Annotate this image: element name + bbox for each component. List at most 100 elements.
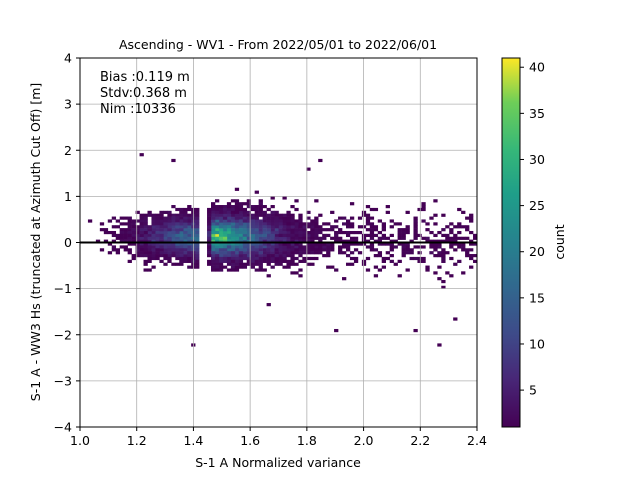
heatmap-cell: [294, 222, 299, 226]
x-axis-label: S-1 A Normalized variance: [195, 455, 361, 470]
heatmap-cell: [234, 239, 240, 243]
heatmap-cell: [246, 210, 252, 214]
heatmap-cell: [322, 248, 327, 252]
heatmap-cell: [230, 219, 236, 223]
heatmap-cell: [242, 256, 248, 261]
colorbar-ticks: 40 35 30 25 20 15 10 5: [520, 60, 545, 398]
heatmap-cell: [413, 216, 418, 220]
heatmap-cell: [254, 205, 259, 209]
heatmap-cell: [282, 245, 287, 249]
heatmap-cell: [159, 254, 164, 258]
heatmap-cell: [401, 228, 406, 232]
heatmap-cell: [441, 285, 446, 289]
heatmap-cell: [218, 245, 224, 249]
heatmap-cell: [449, 245, 454, 249]
heatmap-cell: [445, 239, 450, 243]
heatmap-cell: [159, 242, 164, 246]
heatmap-cell: [222, 225, 228, 229]
heatmap-cell: [171, 213, 176, 217]
heatmap-cell: [349, 225, 355, 229]
heatmap-cell: [107, 251, 113, 255]
heatmap-cell: [258, 236, 263, 240]
heatmap-cell: [187, 245, 192, 249]
heatmap-cell: [167, 251, 172, 255]
heatmap-cell: [207, 207, 212, 212]
heatmap-cell: [302, 222, 307, 226]
heatmap-cell: [254, 242, 259, 246]
heatmap-cell: [250, 265, 255, 269]
heatmap-cell: [207, 251, 212, 255]
heatmap-cell: [338, 248, 343, 252]
heatmap-cell: [143, 222, 148, 226]
y-tick-label: 3: [64, 97, 72, 112]
heatmap-cell: [389, 239, 394, 243]
heatmap-cell: [127, 230, 132, 235]
heatmap-cell: [413, 228, 418, 232]
heatmap-cell: [353, 230, 359, 235]
heatmap-cell: [357, 230, 363, 235]
heatmap-cell: [238, 228, 244, 232]
y-tick-label: −1: [54, 281, 72, 296]
heatmap-cell: [226, 210, 232, 214]
heatmap-cell: [298, 259, 303, 263]
heatmap-cell: [349, 262, 355, 266]
heatmap-cell: [381, 259, 386, 263]
heatmap-cell: [211, 225, 216, 229]
heatmap-cell: [290, 225, 295, 229]
heatmap-cell: [278, 239, 283, 243]
heatmap-cell: [437, 277, 442, 281]
heatmap-cell: [373, 207, 379, 212]
heatmap-cell: [127, 216, 132, 220]
heatmap-cell: [242, 210, 248, 214]
heatmap-cell: [326, 245, 331, 249]
heatmap-cell: [159, 236, 164, 240]
heatmap-cell: [417, 245, 422, 249]
heatmap-cell: [230, 225, 236, 229]
heatmap-cell: [258, 207, 263, 212]
heatmap-cell: [389, 259, 394, 263]
heatmap-cell: [242, 219, 248, 223]
heatmap-cell: [211, 245, 216, 249]
heatmap-cell: [258, 205, 263, 209]
heatmap-cell: [234, 236, 240, 240]
heatmap-cell: [357, 216, 363, 220]
heatmap-cell: [151, 230, 156, 235]
heatmap-cell: [393, 239, 398, 243]
heatmap-cell: [314, 233, 319, 238]
heatmap-cell: [306, 245, 311, 249]
heatmap-cell: [357, 251, 363, 255]
heatmap-cell: [127, 233, 132, 238]
heatmap-cell: [385, 256, 390, 261]
heatmap-cell: [159, 233, 164, 238]
heatmap-cell: [318, 225, 323, 229]
heatmap-cell: [250, 242, 255, 246]
heatmap-cell: [230, 199, 236, 203]
heatmap-cell: [274, 259, 279, 263]
heatmap-cell: [453, 262, 458, 266]
heatmap-cell: [342, 222, 347, 226]
heatmap-cell: [290, 254, 295, 258]
heatmap-cell: [282, 236, 287, 240]
heatmap-cell: [318, 251, 323, 255]
heatmap-cell: [302, 228, 307, 232]
heatmap-cell: [99, 228, 105, 232]
heatmap-cell: [238, 233, 244, 238]
heatmap-cell: [175, 219, 180, 223]
heatmap-cell: [246, 225, 252, 229]
heatmap-cell: [234, 233, 240, 238]
heatmap-cell: [242, 236, 248, 240]
heatmap-cell: [262, 239, 267, 243]
heatmap-cell: [187, 251, 192, 255]
heatmap-cell: [385, 205, 390, 209]
heatmap-cell: [139, 222, 144, 226]
heatmap-cell: [421, 245, 426, 249]
heatmap-cell: [345, 262, 351, 266]
heatmap-cell: [441, 256, 446, 261]
heatmap-cell: [179, 225, 184, 229]
heatmap-cell: [393, 245, 398, 249]
heatmap-cell: [290, 222, 295, 226]
heatmap-cell: [365, 239, 371, 243]
heatmap-cell: [187, 205, 192, 209]
heatmap-cell: [254, 233, 259, 238]
heatmap-cell: [127, 248, 132, 252]
